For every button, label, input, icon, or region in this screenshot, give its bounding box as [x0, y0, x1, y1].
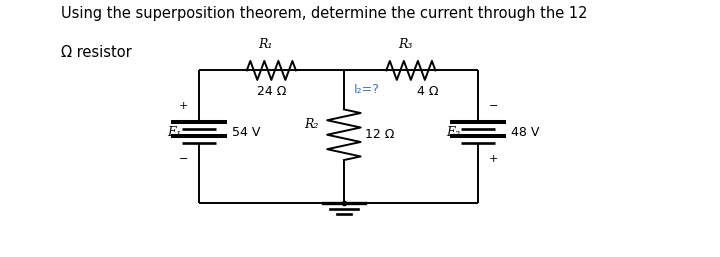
Text: R₂: R₂ [305, 118, 319, 131]
Text: 54 V: 54 V [233, 126, 261, 139]
Text: 48 V: 48 V [511, 126, 540, 139]
Text: +: + [489, 154, 498, 164]
Text: Ω resistor: Ω resistor [61, 45, 132, 60]
Text: R₁: R₁ [258, 38, 273, 51]
Text: 24 Ω: 24 Ω [256, 85, 286, 98]
Text: Using the superposition theorem, determine the current through the 12: Using the superposition theorem, determi… [61, 6, 588, 21]
Text: R₃: R₃ [398, 38, 413, 51]
Text: E₂: E₂ [446, 126, 460, 139]
Text: E₁: E₁ [167, 126, 181, 139]
Text: −: − [489, 101, 498, 111]
Text: 4 Ω: 4 Ω [417, 85, 438, 98]
Text: 12 Ω: 12 Ω [365, 128, 395, 141]
Text: −: − [179, 154, 188, 164]
Text: I₂=?: I₂=? [354, 83, 380, 96]
Text: +: + [179, 101, 188, 111]
